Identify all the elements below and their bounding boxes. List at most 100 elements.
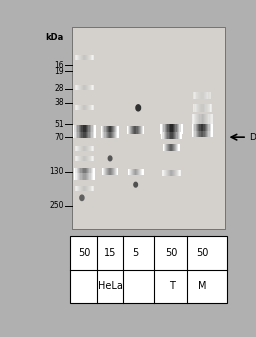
Bar [168, 170, 169, 176]
Bar [88, 55, 89, 60]
Bar [200, 104, 201, 112]
Bar [111, 132, 112, 138]
Bar [77, 168, 78, 177]
Bar [169, 132, 170, 139]
Bar [193, 92, 195, 99]
Bar [142, 126, 143, 134]
Bar [137, 126, 139, 134]
Bar [90, 156, 92, 161]
Bar [102, 132, 104, 138]
Bar [173, 124, 175, 134]
Bar [208, 131, 210, 137]
Bar [209, 104, 210, 112]
Bar [173, 170, 174, 176]
Bar [93, 132, 95, 138]
Bar [89, 146, 90, 151]
Bar [87, 146, 88, 151]
Bar [88, 173, 90, 180]
Bar [83, 168, 85, 177]
Bar [204, 104, 206, 112]
Bar [174, 124, 176, 134]
Bar [134, 168, 136, 175]
Bar [201, 92, 202, 99]
Circle shape [108, 156, 112, 161]
Bar [211, 131, 213, 137]
Bar [83, 132, 85, 138]
Bar [104, 132, 106, 138]
Bar [113, 168, 114, 175]
Bar [86, 132, 88, 138]
Bar [102, 168, 103, 175]
Bar [80, 125, 82, 135]
Text: 250: 250 [49, 202, 64, 210]
Bar [83, 105, 85, 111]
Bar [177, 144, 179, 151]
Bar [193, 114, 195, 126]
Circle shape [80, 195, 84, 201]
Bar [196, 124, 197, 134]
Bar [87, 173, 89, 180]
Text: 51: 51 [54, 120, 64, 128]
Bar [210, 104, 212, 112]
Bar [172, 144, 174, 151]
Bar [83, 156, 85, 161]
Bar [90, 132, 92, 138]
Bar [76, 186, 78, 191]
Bar [104, 168, 105, 175]
Bar [118, 132, 119, 138]
Bar [89, 186, 90, 191]
Bar [84, 105, 86, 111]
Bar [113, 126, 115, 134]
Bar [211, 124, 213, 134]
Bar [93, 125, 95, 135]
Bar [175, 144, 177, 151]
Bar [77, 132, 79, 138]
Bar [203, 104, 205, 112]
Bar [73, 125, 75, 135]
Bar [82, 173, 83, 180]
Bar [88, 132, 90, 138]
Bar [199, 131, 201, 137]
Bar [107, 168, 108, 175]
Bar [161, 132, 163, 139]
Bar [106, 168, 107, 175]
Bar [92, 168, 94, 177]
Bar [91, 186, 93, 191]
Bar [81, 105, 82, 111]
Bar [134, 126, 136, 134]
Bar [138, 126, 140, 134]
Bar [162, 124, 164, 134]
Text: 50: 50 [196, 248, 208, 258]
Bar [201, 104, 202, 112]
Bar [139, 168, 141, 175]
Bar [89, 55, 90, 60]
Bar [170, 132, 172, 139]
Bar [91, 85, 93, 90]
Bar [164, 144, 166, 151]
Bar [196, 104, 198, 112]
Bar [81, 186, 82, 191]
Bar [208, 114, 210, 126]
Bar [94, 125, 96, 135]
Bar [129, 126, 131, 134]
Bar [74, 125, 76, 135]
Bar [82, 146, 83, 151]
Bar [78, 168, 80, 177]
Bar [80, 146, 81, 151]
Bar [88, 186, 89, 191]
Bar [86, 186, 87, 191]
Bar [79, 186, 80, 191]
Bar [110, 126, 111, 134]
Bar [84, 173, 86, 180]
Bar [197, 131, 199, 137]
Bar [87, 55, 88, 60]
Bar [83, 125, 85, 135]
Bar [178, 124, 180, 134]
Bar [206, 131, 208, 137]
Bar [170, 144, 172, 151]
Bar [163, 144, 165, 151]
Bar [207, 131, 209, 137]
Bar [113, 132, 115, 138]
Bar [92, 85, 94, 90]
Text: 38: 38 [54, 98, 64, 107]
